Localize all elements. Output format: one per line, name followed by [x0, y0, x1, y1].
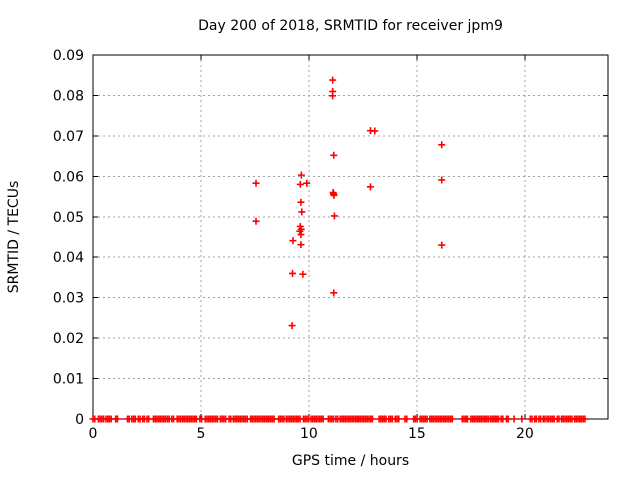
- data-point-marker: [371, 127, 379, 135]
- x-tick-label: 5: [197, 426, 206, 442]
- baseline-marker: [518, 415, 526, 423]
- baseline-marker: [448, 415, 456, 423]
- data-point-marker: [296, 180, 304, 188]
- data-point-marker: [288, 322, 296, 330]
- data-point-marker: [438, 241, 446, 249]
- data-point-marker: [330, 212, 338, 220]
- data-point-marker: [438, 176, 446, 184]
- data-point-marker: [252, 217, 260, 225]
- data-point-marker: [297, 198, 305, 206]
- data-point-marker: [297, 231, 305, 239]
- data-point-marker: [329, 76, 337, 84]
- y-tick-label: 0.04: [53, 250, 84, 266]
- plot-border: [92, 54, 609, 420]
- baseline-marker: [368, 415, 376, 423]
- y-tick-label: 0: [75, 412, 84, 428]
- y-tick-label: 0.05: [53, 210, 84, 226]
- data-point-marker: [252, 179, 260, 187]
- x-tick-label: 15: [408, 426, 426, 442]
- x-axis-title: GPS time / hours: [291, 453, 410, 469]
- data-point-marker: [289, 269, 297, 277]
- y-tick-label: 0.03: [53, 291, 84, 307]
- data-point-marker: [298, 208, 306, 216]
- y-tick-label: 0.02: [53, 331, 84, 347]
- baseline-marker: [395, 415, 403, 423]
- data-point-marker: [330, 191, 338, 199]
- data-point-marker: [303, 179, 311, 187]
- baseline-marker: [581, 415, 589, 423]
- data-point-marker: [289, 237, 297, 245]
- baseline-marker: [510, 415, 518, 423]
- data-point-marker: [297, 171, 305, 179]
- y-axis-title: SRMTID / TECUs: [6, 180, 22, 294]
- chart-title: Day 200 of 2018, SRMTID for receiver jpm…: [198, 18, 503, 34]
- data-point-marker: [299, 270, 307, 278]
- x-tick-label: 20: [516, 426, 534, 442]
- baseline-marker: [113, 415, 121, 423]
- data-point-marker: [366, 183, 374, 191]
- data-point-marker: [297, 241, 305, 249]
- y-tick-label: 0.09: [53, 48, 84, 64]
- data-point-marker: [438, 141, 446, 149]
- y-tick-label: 0.06: [53, 169, 84, 185]
- x-tick-label: 10: [300, 426, 318, 442]
- x-tick-label: 0: [89, 426, 98, 442]
- y-tick-label: 0.07: [53, 129, 84, 145]
- data-point-marker: [330, 289, 338, 297]
- data-point-marker: [329, 92, 337, 100]
- y-tick-label: 0.08: [53, 88, 84, 104]
- data-point-marker: [330, 151, 338, 159]
- baseline-marker: [403, 415, 411, 423]
- y-tick-label: 0.01: [53, 372, 84, 388]
